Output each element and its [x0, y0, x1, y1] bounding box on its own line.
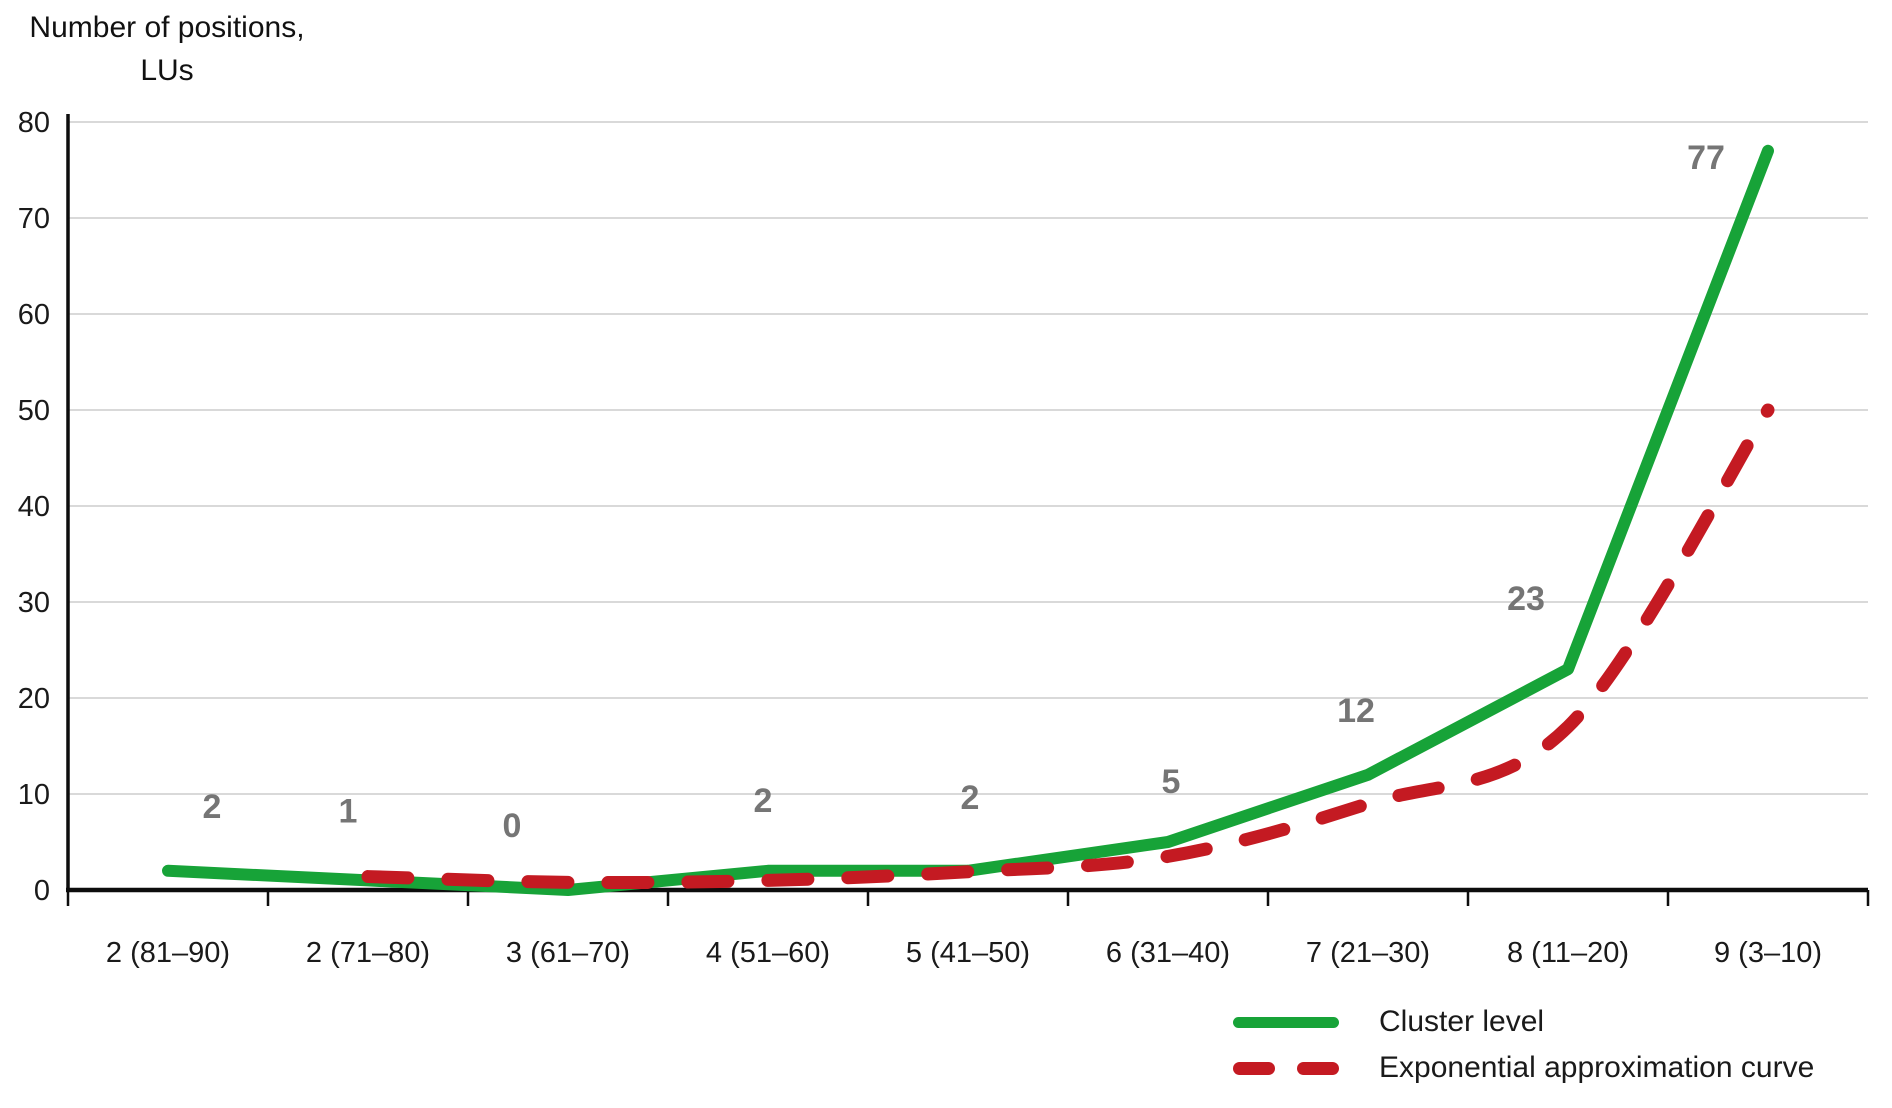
- x-category-label: 4 (51–60): [706, 937, 830, 969]
- x-category-label: 9 (3–10): [1714, 937, 1822, 969]
- data-label: 2: [961, 779, 980, 817]
- y-tick-label: 30: [18, 587, 50, 619]
- y-axis-title: Number of positions, LUs: [6, 6, 328, 92]
- legend-item-exponential-curve: Exponential approximation curve: [1233, 1045, 1814, 1091]
- y-tick-label: 70: [18, 203, 50, 235]
- y-tick-label: 20: [18, 683, 50, 715]
- data-label: 5: [1162, 763, 1181, 801]
- data-label: 77: [1687, 139, 1725, 177]
- y-tick-label: 60: [18, 299, 50, 331]
- data-label: 23: [1507, 580, 1545, 618]
- data-label: 2: [754, 782, 773, 820]
- chart-legend: Cluster level Exponential approximation …: [1233, 999, 1814, 1091]
- data-label: 0: [503, 807, 522, 845]
- legend-label-exponential-curve: Exponential approximation curve: [1379, 1051, 1815, 1084]
- data-label: 1: [339, 792, 358, 830]
- data-label: 12: [1337, 692, 1375, 730]
- y-axis-title-line2: LUs: [140, 54, 194, 87]
- y-tick-label: 50: [18, 395, 50, 427]
- legend-marker-solid-line-icon: [1233, 1016, 1339, 1028]
- exponential-curve-line: [361, 403, 1775, 890]
- y-axis-title-line1: Number of positions,: [29, 11, 305, 44]
- x-category-label: 5 (41–50): [906, 937, 1030, 969]
- x-category-label: 8 (11–20): [1507, 937, 1629, 969]
- y-tick-label: 40: [18, 491, 50, 523]
- x-category-label: 2 (71–80): [306, 937, 430, 969]
- y-tick-label: 10: [18, 779, 50, 811]
- legend-marker-dashed-line-icon: [1233, 1061, 1339, 1075]
- legend-item-cluster-level: Cluster level: [1233, 999, 1814, 1045]
- y-tick-label: 80: [18, 107, 50, 139]
- legend-label-cluster-level: Cluster level: [1379, 1005, 1545, 1038]
- x-category-label: 2 (81–90): [106, 937, 230, 969]
- data-label: 2: [203, 788, 222, 826]
- x-category-label: 3 (61–70): [506, 937, 630, 969]
- y-tick-label: 0: [34, 875, 50, 907]
- x-category-label: 6 (31–40): [1106, 937, 1230, 969]
- x-category-label: 7 (21–30): [1306, 937, 1430, 969]
